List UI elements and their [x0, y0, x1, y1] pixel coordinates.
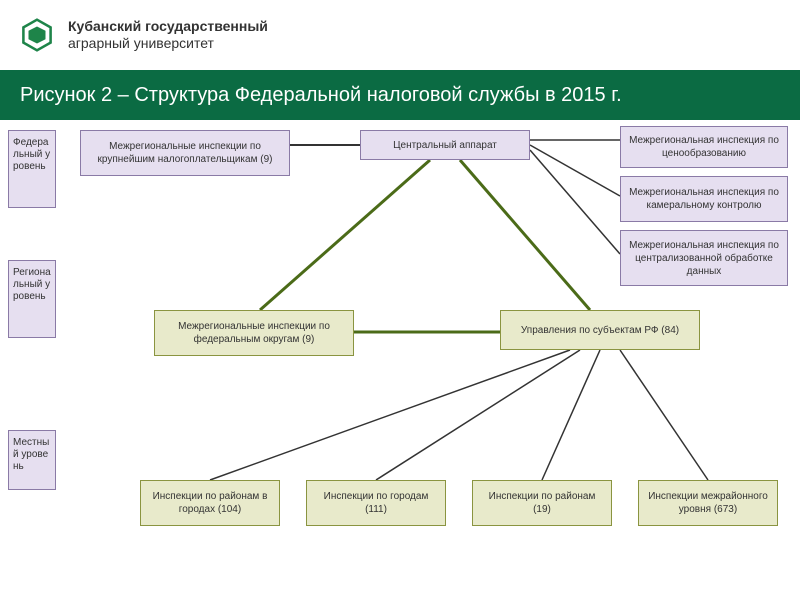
node-interraion: Инспекции межрайонного уровня (673): [638, 480, 778, 526]
edge: [460, 160, 590, 310]
sidebar-federal: Федеральный уровень: [8, 130, 56, 208]
node-raion_city: Инспекции по районам в городах (104): [140, 480, 280, 526]
edge: [542, 350, 600, 480]
node-cameral: Межрегиональная инспекция по камеральном…: [620, 176, 788, 222]
edge: [376, 350, 580, 480]
node-data: Межрегиональная инспекция по централизов…: [620, 230, 788, 286]
figure-title: Рисунок 2 – Структура Федеральной налого…: [20, 84, 622, 107]
node-okrug: Межрегиональные инспекции по федеральным…: [154, 310, 354, 356]
node-central: Центральный аппарат: [360, 130, 530, 160]
university-line1: Кубанский государственный: [68, 18, 268, 35]
university-logo-icon: [20, 18, 54, 52]
edge: [530, 145, 620, 196]
edge: [210, 350, 570, 480]
node-raion: Инспекции по районам (19): [472, 480, 612, 526]
sidebar-regional: Региональный уровень: [8, 260, 56, 338]
diagram-canvas: Федеральный уровень Региональный уровень М…: [0, 120, 800, 600]
university-line2: аграрный университет: [68, 35, 268, 52]
edge: [260, 160, 430, 310]
edge: [620, 350, 708, 480]
node-city: Инспекции по городам (111): [306, 480, 446, 526]
node-interreg9: Межрегиональные инспекции по крупнейшим …: [80, 130, 290, 176]
edge: [530, 150, 620, 254]
sidebar-local: Местный уровень: [8, 430, 56, 490]
university-name: Кубанский государственный аграрный униве…: [68, 18, 268, 52]
header: Кубанский государственный аграрный униве…: [0, 0, 800, 70]
node-price: Межрегиональная инспекция по ценообразов…: [620, 126, 788, 168]
title-bar: Рисунок 2 – Структура Федеральной налого…: [0, 70, 800, 120]
node-subjects: Управления по субъектам РФ (84): [500, 310, 700, 350]
